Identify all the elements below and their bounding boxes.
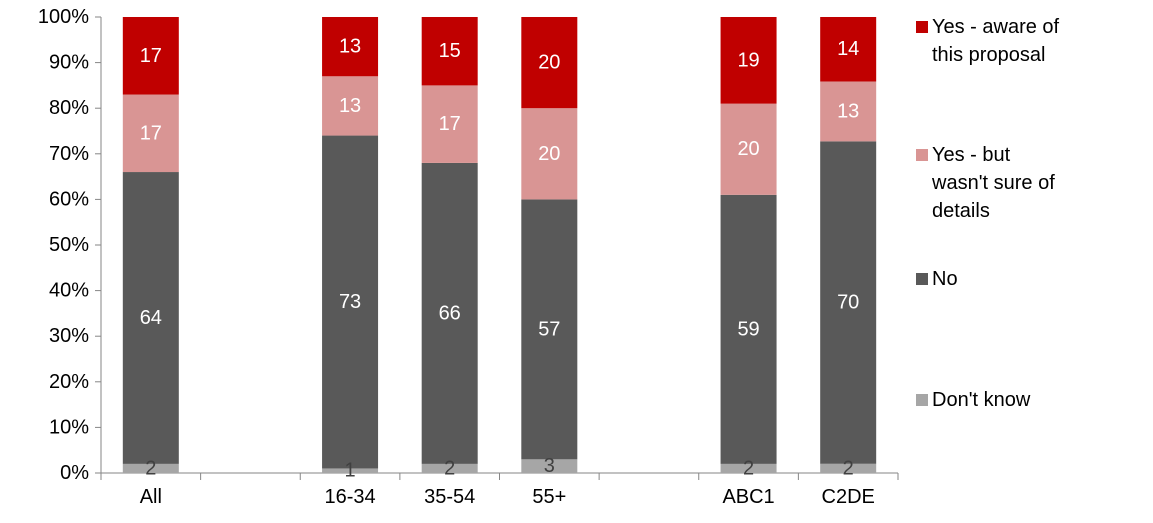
x-tick-label: All (140, 486, 162, 508)
data-label: 2 (843, 457, 854, 479)
data-label: 13 (837, 100, 859, 122)
data-label: 70 (837, 292, 859, 314)
y-tick-label: 90% (49, 52, 89, 74)
axes: 0% 10% 20% 30% 40% 50% 60% 70% 80% 90% 100% All 16-3… (38, 6, 899, 508)
y-tick-label: 30% (49, 325, 89, 347)
bar-segment (322, 76, 379, 136)
bar-segment (322, 468, 379, 473)
data-label: 2 (743, 457, 754, 479)
bar-segment (521, 17, 578, 109)
bars (122, 17, 877, 473)
data-label: 13 (339, 36, 361, 58)
data-label: 20 (538, 143, 560, 165)
y-tick-label: 80% (49, 97, 89, 119)
y-tick-label: 60% (49, 188, 89, 210)
y-tick-label: 10% (49, 416, 89, 438)
bar-segment (820, 81, 877, 142)
legend-label: Yes - aware of (932, 16, 1060, 38)
data-label: 15 (439, 40, 461, 62)
legend-item: Yes - but wasn't sure of details (916, 144, 1055, 222)
data-label: 19 (737, 49, 759, 71)
legend-item: Don't know (916, 389, 1031, 411)
legend-swatch (916, 21, 928, 33)
bar-segment (820, 17, 877, 82)
bar-segment (720, 17, 777, 104)
data-label: 17 (140, 45, 162, 67)
x-tick-label: 55+ (532, 486, 566, 508)
bar-segment (521, 459, 578, 473)
bar-segment (820, 141, 877, 464)
bar-segment (122, 17, 179, 95)
legend-label: wasn't sure of (931, 172, 1055, 194)
data-label: 64 (140, 307, 162, 329)
y-tick-label: 100% (38, 6, 89, 28)
x-tick-label: C2DE (822, 486, 875, 508)
y-tick-label: 70% (49, 143, 89, 165)
bar-segment (421, 162, 478, 464)
bar-segment (322, 17, 379, 77)
data-label: 13 (339, 95, 361, 117)
data-label: 73 (339, 291, 361, 313)
y-tick-label: 20% (49, 371, 89, 393)
data-label: 1 (345, 460, 356, 482)
data-label: 20 (538, 52, 560, 74)
data-label: 57 (538, 318, 560, 340)
x-tick-label: ABC1 (722, 486, 774, 508)
bar-segment (720, 103, 777, 195)
x-tick-label: 35-54 (424, 486, 475, 508)
bar-segment (421, 17, 478, 86)
y-tick-label: 0% (60, 462, 89, 484)
legend-label: No (932, 268, 958, 290)
x-tick-label: 16-34 (324, 486, 375, 508)
legend-label: this proposal (932, 44, 1045, 66)
legend-swatch (916, 149, 928, 161)
data-label: 66 (439, 302, 461, 324)
data-label: 14 (837, 38, 859, 60)
data-label: 59 (737, 318, 759, 340)
bar-segment (122, 94, 179, 173)
legend-label: details (932, 200, 990, 222)
data-label: 3 (544, 455, 555, 477)
legend-item: Yes - aware of this proposal (916, 16, 1060, 66)
data-label: 2 (444, 457, 455, 479)
bar-segment (720, 463, 777, 473)
bar-segment (421, 85, 478, 163)
bar-segment (421, 463, 478, 473)
bar-segment (720, 194, 777, 464)
data-label: 2 (145, 457, 156, 479)
legend-swatch (916, 273, 928, 285)
legend: Yes - aware of this proposal Yes - but wasn… (916, 16, 1060, 411)
legend-label: Yes - but (932, 144, 1011, 166)
bar-segment (122, 172, 179, 464)
y-tick-label: 40% (49, 280, 89, 302)
legend-label: Don't know (932, 389, 1031, 411)
data-labels: 2 64 17 17 1 73 13 13 2 66 17 15 3 57 20 20 2 59 20 19 2 70 13… (140, 36, 860, 482)
legend-item: No (916, 268, 958, 290)
data-label: 17 (439, 113, 461, 135)
legend-swatch (916, 394, 928, 406)
data-label: 20 (737, 138, 759, 160)
bar-segment (820, 463, 877, 473)
bar-segment (322, 135, 379, 469)
bar-segment (521, 108, 578, 200)
data-label: 17 (140, 122, 162, 144)
bar-segment (521, 199, 578, 460)
bar-segment (122, 463, 179, 473)
y-tick-label: 50% (49, 234, 89, 256)
